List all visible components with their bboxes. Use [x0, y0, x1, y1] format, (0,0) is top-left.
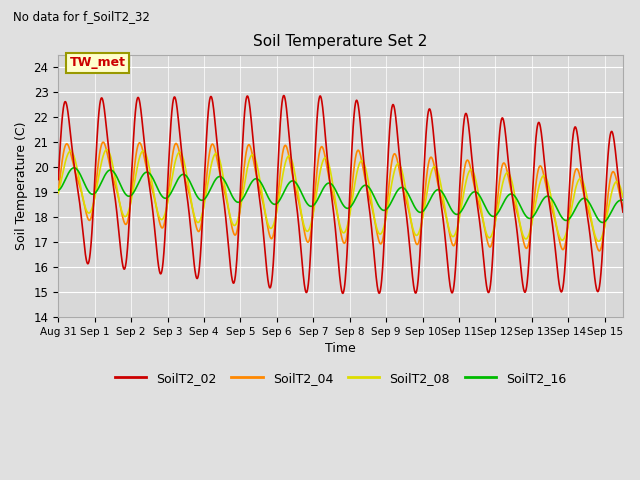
Y-axis label: Soil Temperature (C): Soil Temperature (C)	[15, 121, 28, 250]
Text: TW_met: TW_met	[70, 56, 125, 69]
Legend: SoilT2_02, SoilT2_04, SoilT2_08, SoilT2_16: SoilT2_02, SoilT2_04, SoilT2_08, SoilT2_…	[110, 367, 572, 390]
Text: No data for f_SoilT2_32: No data for f_SoilT2_32	[13, 10, 150, 23]
Title: Soil Temperature Set 2: Soil Temperature Set 2	[253, 34, 428, 49]
X-axis label: Time: Time	[325, 342, 356, 356]
